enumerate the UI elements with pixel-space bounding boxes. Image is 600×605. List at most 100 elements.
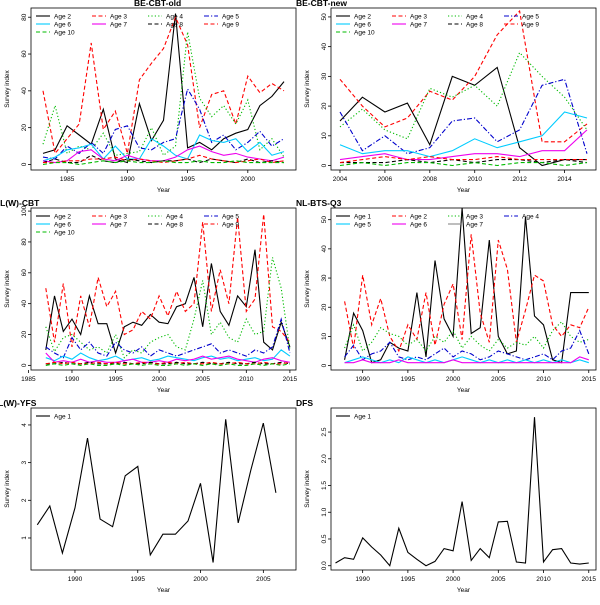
y-tick-label: 0 <box>21 162 28 166</box>
y-tick-label: 0 <box>321 363 328 367</box>
legend-label: Age 2 <box>410 213 427 220</box>
x-axis-label: Year <box>457 387 471 394</box>
legend-label: Age 8 <box>166 221 183 228</box>
legend-label: Age 4 <box>466 13 483 20</box>
series-line-age-8 <box>340 159 588 164</box>
series-line-age-1 <box>335 417 589 567</box>
x-tick-label: 2015 <box>582 576 597 583</box>
x-tick-label: 1995 <box>401 576 416 583</box>
series-line-age-3 <box>45 214 291 347</box>
legend-item-age-2: Age 2 <box>36 213 71 220</box>
series-line-age-8 <box>45 361 290 365</box>
series-line-age-10 <box>45 363 290 366</box>
series-line-age-4 <box>344 329 590 361</box>
legend-item-age-4: Age 4 <box>148 13 183 20</box>
chart-svg: 1990 1995 2000 2005 2010 2015 0 10 20 30 40 50 Year S… <box>304 207 597 394</box>
series-line-age-5 <box>339 78 588 155</box>
legend-item-age-3: Age 3 <box>448 213 483 220</box>
x-tick-label: 1995 <box>108 376 123 383</box>
y-tick-label: 0.0 <box>321 561 328 570</box>
y-tick-label: 1.0 <box>321 507 328 516</box>
y-tick-label: 30 <box>321 274 328 282</box>
legend-item-age-8: Age 8 <box>448 21 483 28</box>
legend-item-age-1: Age 1 <box>36 413 71 420</box>
x-tick-label: 1985 <box>60 176 75 183</box>
legend-label: Age 1 <box>354 413 371 420</box>
series-line-age-5 <box>45 317 291 359</box>
y-tick-label: 0 <box>321 163 328 167</box>
legend-item-age-10: Age 10 <box>36 229 75 236</box>
legend-label: Age 5 <box>222 13 239 20</box>
x-tick-label: 1990 <box>355 576 370 583</box>
legend-label: Age 1 <box>54 413 71 420</box>
x-tick-label: 2006 <box>378 176 393 183</box>
x-tick-label: 2008 <box>423 176 438 183</box>
legend-item-age-3: Age 3 <box>392 13 427 20</box>
chart-title: NL-BTS-Q3 <box>296 198 342 208</box>
legend-item-age-4: Age 4 <box>148 213 183 220</box>
x-tick-label: 2015 <box>582 376 597 383</box>
y-tick-label: 10 <box>321 132 328 140</box>
legend-item-age-1: Age 1 <box>336 213 371 220</box>
chart-svg: 2004 2006 2008 2010 2012 2014 0 10 20 30 40 50 Year S… <box>304 7 597 194</box>
chart-title: NL(W)-YFS <box>0 398 37 408</box>
x-tick-label: 2010 <box>239 376 254 383</box>
series-line-age-2 <box>339 66 587 167</box>
legend-item-age-5: Age 5 <box>504 13 539 20</box>
legend-item-age-10: Age 10 <box>36 29 75 36</box>
legend-label: Age 7 <box>466 221 483 228</box>
y-tick-label: 60 <box>21 50 28 58</box>
plot-frame <box>330 407 597 571</box>
y-axis-label: Survey index <box>4 69 11 107</box>
y-tick-label: 2.5 <box>321 427 328 436</box>
series-line-age-5 <box>344 356 589 364</box>
y-axis-label: Survey index <box>4 269 11 307</box>
legend-label: Age 2 <box>354 13 371 20</box>
x-tick-label: 2004 <box>333 176 348 183</box>
legend-label: Age 7 <box>110 21 127 28</box>
legend-label: Age 6 <box>354 21 371 28</box>
y-axis-label: Survey index <box>4 469 11 507</box>
x-tick-label: 2005 <box>195 376 210 383</box>
y-tick-label: 40 <box>321 43 328 51</box>
y-tick-label: 2 <box>21 498 28 502</box>
chart-panel-3: NL(W)-CBT 1985 1990 1995 2000 2005 2010 2015 0 20… <box>0 198 300 400</box>
legend-label: Age 7 <box>110 221 127 228</box>
legend-item-age-5: Age 5 <box>204 13 239 20</box>
series-line-age-2 <box>42 13 285 164</box>
legend-label: Age 8 <box>166 21 183 28</box>
legend-item-age-8: Age 8 <box>148 21 183 28</box>
y-tick-label: 20 <box>21 331 28 339</box>
legend-label: Age 6 <box>410 221 427 228</box>
x-tick-label: 1985 <box>21 376 36 383</box>
chart-svg: 1985 1990 1995 2000 0 20 40 60 80 Year Survey inde… <box>4 7 297 194</box>
legend-item-age-5: Age 5 <box>336 221 371 228</box>
y-axis-label: Survey index <box>304 469 311 507</box>
series-line-age-8 <box>42 154 285 164</box>
legend-item-age-2: Age 2 <box>336 13 371 20</box>
series-line-age-4 <box>42 31 285 158</box>
legend-item-age-7: Age 7 <box>92 21 127 28</box>
chart-panel-5: NL(W)-YFS 1990 1995 2000 2005 1 2 3 4 Year Survey … <box>0 398 300 600</box>
y-tick-label: 1 <box>21 536 28 540</box>
x-tick-label: 2010 <box>536 376 551 383</box>
chart-svg: 1990 1995 2000 2005 1 2 3 4 Year Survey index Age … <box>4 407 297 594</box>
legend-item-age-3: Age 3 <box>92 13 127 20</box>
legend-item-age-1: Age 1 <box>336 413 371 420</box>
legend-item-age-9: Age 9 <box>204 221 239 228</box>
y-tick-label: 20 <box>321 102 328 110</box>
legend-label: Age 2 <box>54 213 71 220</box>
series-line-age-7 <box>339 129 588 161</box>
x-tick-label: 2000 <box>241 176 256 183</box>
legend-item-age-5: Age 5 <box>204 213 239 220</box>
y-tick-label: 40 <box>21 300 28 308</box>
y-tick-label: 2.0 <box>321 454 328 463</box>
legend-item-age-9: Age 9 <box>204 21 239 28</box>
chart-panel-1: BE-CBT-old 1985 1990 1995 2000 0 20 40 60 80 Year S… <box>0 0 300 200</box>
y-tick-label: 4 <box>21 423 28 427</box>
series-line-age-2 <box>344 234 590 353</box>
legend-item-age-2: Age 2 <box>392 213 427 220</box>
series-line-age-3 <box>339 9 588 143</box>
series-line-age-5 <box>42 87 285 160</box>
